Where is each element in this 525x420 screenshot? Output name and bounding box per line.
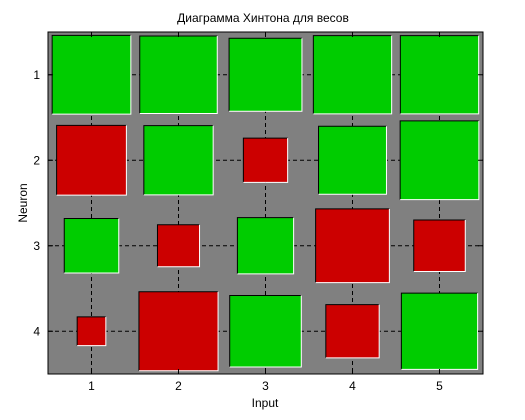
weight-square-edge <box>325 304 380 358</box>
weight-square-edge <box>143 125 214 196</box>
weight-square-edge <box>312 35 392 114</box>
x-tick-label: 1 <box>88 379 95 393</box>
negative-weight-square <box>315 208 390 284</box>
weight-square-fill <box>325 304 380 358</box>
y-tick-label: 4 <box>33 324 40 338</box>
axis-ticks: 1 2 3 4 5 1 2 3 4 <box>33 32 483 393</box>
weight-square-edge <box>413 219 466 273</box>
weight-square-edge <box>156 224 200 267</box>
weight-square-edge <box>400 292 478 370</box>
weight-square-edge <box>313 35 393 115</box>
weight-square-edge <box>157 224 201 268</box>
weight-square-edge <box>243 138 289 183</box>
positive-weight-square <box>143 125 214 196</box>
weight-square-edge <box>56 125 127 196</box>
positive-weight-square <box>139 35 218 115</box>
y-axis-label: Neuron <box>16 183 30 222</box>
weight-square-edge <box>229 294 302 368</box>
weight-square-edge <box>143 125 214 195</box>
weight-square-edge <box>51 34 131 115</box>
x-tick-label: 5 <box>436 379 443 393</box>
weight-square-edge <box>229 295 302 368</box>
positive-weight-square <box>312 35 393 115</box>
weight-square-fill <box>313 35 392 114</box>
weight-square-fill <box>315 208 390 283</box>
weight-square-edge <box>315 208 390 283</box>
x-axis-label: Input <box>252 396 279 410</box>
weight-square-fill <box>237 217 294 274</box>
weight-square-fill <box>77 316 106 346</box>
weight-square-fill <box>400 120 479 200</box>
weight-square-fill <box>401 293 478 370</box>
weight-square-edge <box>399 35 479 114</box>
weight-square-fill <box>139 35 218 114</box>
weight-square-edge <box>315 208 390 284</box>
weight-square-edge <box>138 291 219 372</box>
weight-square-fill <box>157 224 200 267</box>
weight-square-edge <box>400 120 480 201</box>
weight-square-edge <box>64 218 120 274</box>
weight-square-edge <box>413 219 466 272</box>
weight-square-edge <box>139 35 218 114</box>
weight-square-fill <box>64 218 119 274</box>
weight-square-edge <box>318 126 387 195</box>
weight-square-fill <box>52 35 131 115</box>
negative-weight-square <box>413 219 466 273</box>
weight-square-edge <box>139 35 218 115</box>
weight-square-edge <box>236 217 294 274</box>
weight-square-edge <box>237 217 295 275</box>
negative-weight-square <box>156 224 201 268</box>
weight-square-edge <box>56 124 127 196</box>
weight-square-edge <box>138 291 219 371</box>
positive-weight-square <box>400 292 479 370</box>
positive-weight-square <box>399 120 480 201</box>
weight-square-fill <box>318 126 387 195</box>
positive-weight-square <box>399 35 480 115</box>
negative-weight-square <box>138 291 219 372</box>
negative-weight-square <box>76 316 107 347</box>
weight-square-fill <box>243 138 288 183</box>
weight-square-fill <box>229 295 302 368</box>
y-tick-label: 1 <box>33 68 40 82</box>
chart-title: Диаграмма Хинтона для весов <box>177 11 349 25</box>
positive-weight-square <box>51 34 132 115</box>
weight-square-edge <box>400 35 480 115</box>
positive-weight-square <box>236 217 295 275</box>
weight-squares <box>51 34 480 372</box>
weight-square-edge <box>242 137 288 183</box>
weight-square-edge <box>77 316 107 347</box>
weight-square-fill <box>400 35 479 114</box>
x-tick-label: 2 <box>175 379 182 393</box>
weight-square-edge <box>229 38 303 112</box>
y-tick-label: 2 <box>33 153 40 167</box>
weight-square-edge <box>318 125 387 195</box>
weight-square-fill <box>138 291 219 371</box>
weight-square-edge <box>52 35 132 115</box>
x-tick-label: 4 <box>349 379 356 393</box>
negative-weight-square <box>242 137 289 183</box>
weight-square-edge <box>228 37 302 112</box>
positive-weight-square <box>318 125 387 195</box>
weight-square-fill <box>229 38 302 112</box>
weight-square-edge <box>401 293 479 370</box>
positive-weight-square <box>229 294 302 368</box>
weight-square-fill <box>413 219 466 272</box>
negative-weight-square <box>56 124 127 196</box>
weight-square-edge <box>63 217 119 274</box>
weight-square-fill <box>56 125 127 196</box>
weight-square-edge <box>325 304 380 359</box>
y-tick-label: 3 <box>33 239 40 253</box>
positive-weight-square <box>63 217 120 274</box>
x-tick-label: 3 <box>262 379 269 393</box>
weight-square-edge <box>399 120 479 200</box>
negative-weight-square <box>325 304 380 359</box>
positive-weight-square <box>228 37 303 112</box>
weight-square-fill <box>143 125 214 195</box>
weight-square-edge <box>76 316 106 346</box>
